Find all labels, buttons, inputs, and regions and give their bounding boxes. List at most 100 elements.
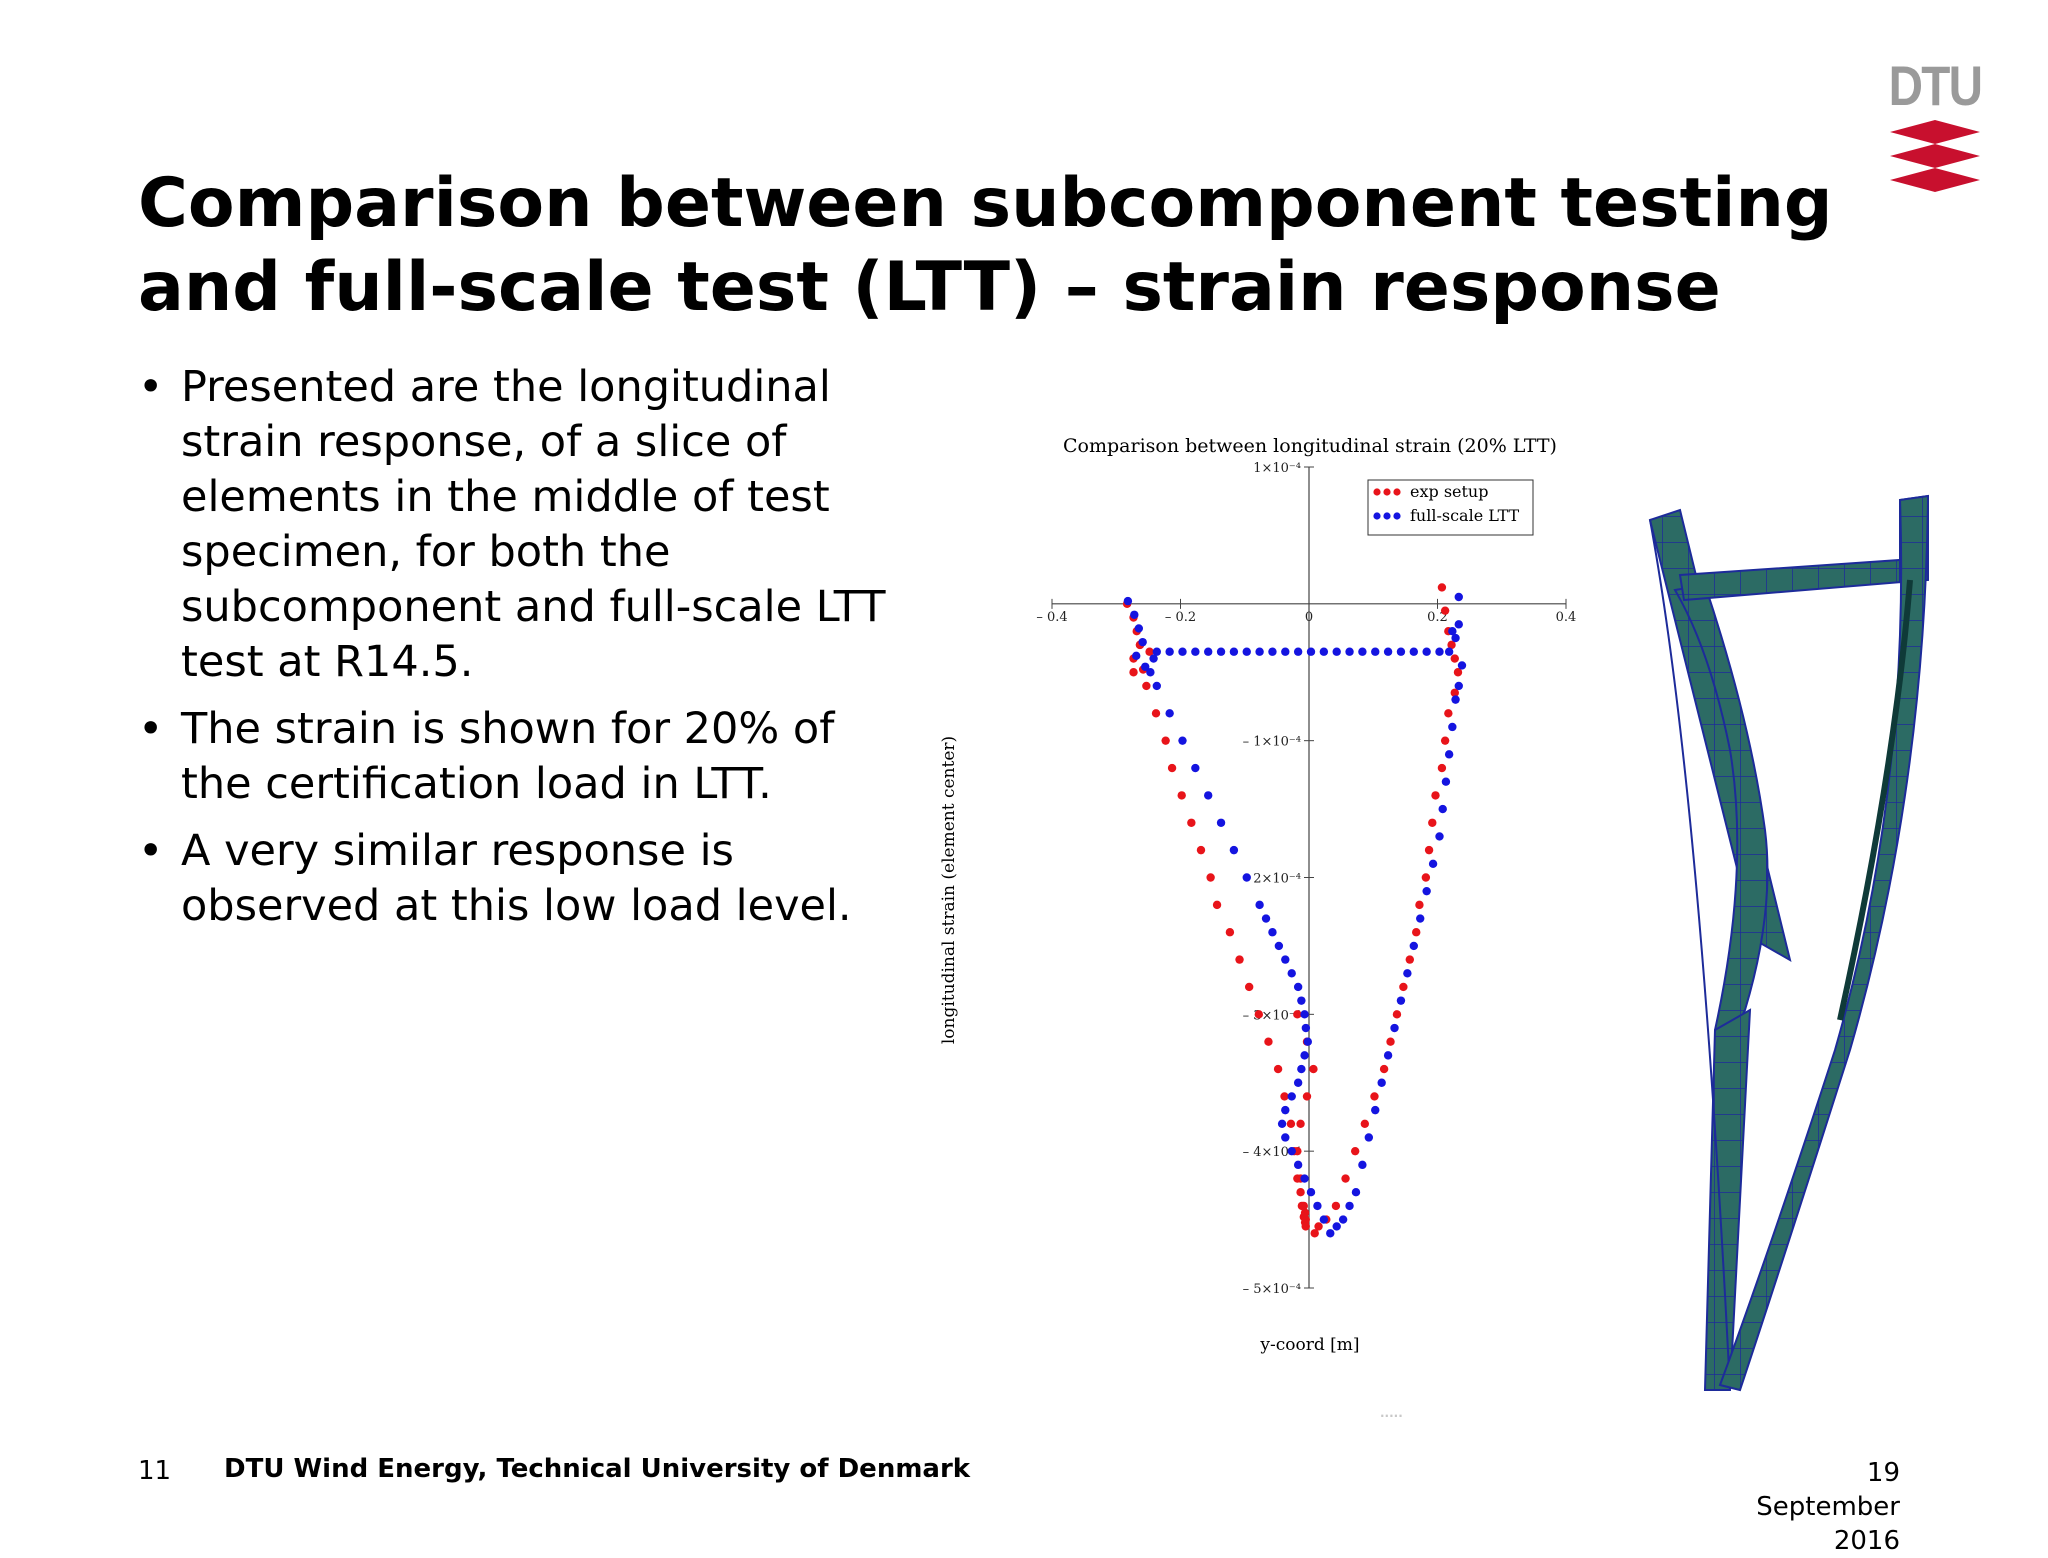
exp-setup-point <box>1405 955 1414 964</box>
full-scale-point <box>1204 791 1213 800</box>
full-scale-point <box>1165 647 1174 656</box>
legend-label: full-scale LTT <box>1410 506 1520 525</box>
full-scale-point <box>1152 681 1161 691</box>
full-scale-point <box>1364 1133 1374 1142</box>
full-scale-point <box>1165 709 1174 718</box>
full-scale-point <box>1358 1160 1367 1170</box>
exp-setup-point <box>1341 1174 1350 1183</box>
full-scale-point <box>1242 873 1251 882</box>
dtu-wave-icon <box>1890 120 1980 192</box>
exp-setup-point <box>1447 640 1456 650</box>
exp-setup-point <box>1299 1212 1308 1222</box>
full-scale-point <box>1371 1105 1380 1115</box>
full-scale-point <box>1149 654 1158 663</box>
exp-setup-point <box>1431 791 1440 800</box>
full-scale-point <box>1345 647 1354 656</box>
slide-title: Comparison between subcomponent testing … <box>138 164 1833 327</box>
exp-setup-point <box>1302 1092 1312 1101</box>
full-scale-point <box>1409 941 1418 951</box>
specimen-model-image <box>1648 494 1930 1392</box>
full-scale-point <box>1287 1146 1296 1156</box>
exp-setup-point <box>1196 845 1206 855</box>
full-scale-point <box>1268 928 1277 937</box>
full-scale-point <box>1287 969 1296 978</box>
exp-setup-point <box>1235 955 1244 964</box>
y-tick-label: – 5×10⁻⁴ <box>1243 1282 1301 1297</box>
full-scale-point <box>1444 750 1454 759</box>
footer-organization: DTU Wind Energy, Technical University of… <box>224 1454 971 1484</box>
y-tick-label: – 4×10⁻⁴ <box>1243 1145 1301 1160</box>
exp-setup-point <box>1187 818 1196 827</box>
full-scale-point <box>1358 647 1367 656</box>
full-scale-point <box>1306 647 1316 656</box>
exp-setup-point <box>1145 647 1154 656</box>
exp-setup-point <box>1297 1201 1307 1211</box>
exp-setup-point <box>1293 1174 1302 1183</box>
full-scale-point <box>1438 804 1447 814</box>
full-scale-point <box>1441 777 1451 786</box>
chart-title: Comparison between longitudinal strain (… <box>1063 435 1557 457</box>
x-tick-label: – 0.4 <box>1036 610 1067 625</box>
software-logo-icon: ····· <box>1380 1409 1403 1423</box>
exp-setup-point <box>1424 845 1434 855</box>
full-scale-point <box>1448 722 1457 732</box>
legend-marker <box>1393 488 1401 496</box>
full-scale-point <box>1141 662 1150 671</box>
exp-setup-point <box>1244 982 1254 992</box>
full-scale-point <box>1281 955 1290 964</box>
y-tick-label: – 1×10⁻⁴ <box>1243 735 1301 750</box>
full-scale-point <box>1371 647 1380 656</box>
full-scale-point <box>1281 1133 1290 1142</box>
full-scale-point <box>1152 647 1161 656</box>
chart-ticks: – 0.4– 0.2 0 0.2 0.41×10⁻⁴– 1×10⁻⁴– 2×10⁻⁴–… <box>1036 461 1576 1297</box>
full-scale-point <box>1319 1215 1329 1224</box>
full-scale-point <box>1444 647 1454 656</box>
svg-text:·····: ····· <box>1380 1409 1403 1423</box>
exp-setup-point <box>1310 1229 1319 1238</box>
full-scale-point <box>1396 647 1406 656</box>
full-scale-point <box>1396 996 1406 1005</box>
full-scale-point <box>1274 941 1284 951</box>
exp-setup-point <box>1142 681 1151 691</box>
exp-setup-point <box>1206 873 1215 882</box>
full-scale-point <box>1332 647 1341 656</box>
x-tick-label: – 0.2 <box>1165 610 1196 625</box>
exp-setup-point <box>1379 1064 1389 1074</box>
full-scale-point <box>1383 1051 1393 1060</box>
exp-setup-point <box>1428 818 1437 827</box>
full-scale-point <box>1178 647 1187 656</box>
exp-setup-point <box>1392 1010 1402 1019</box>
legend-marker <box>1393 512 1401 520</box>
exp-setup-point <box>1296 1188 1305 1197</box>
full-scale-point <box>1457 661 1467 670</box>
exp-setup-point <box>1350 1146 1360 1156</box>
full-scale-point <box>1383 647 1393 656</box>
legend-marker <box>1383 512 1391 520</box>
full-scale-point <box>1300 1010 1309 1019</box>
exp-setup-point <box>1129 668 1138 677</box>
exp-setup-point <box>1167 763 1177 773</box>
full-scale-point <box>1191 647 1200 656</box>
exp-setup-point <box>1421 873 1431 882</box>
full-scale-point <box>1435 647 1444 656</box>
full-scale-point <box>1390 1023 1399 1033</box>
exp-setup-point <box>1286 1119 1296 1128</box>
full-scale-point <box>1300 1051 1309 1060</box>
exp-setup-point <box>1177 791 1186 800</box>
exp-setup-point <box>1370 1092 1379 1101</box>
full-scale-point <box>1191 763 1200 773</box>
exp-setup-point <box>1264 1037 1273 1046</box>
full-scale-point <box>1281 647 1290 656</box>
legend-marker <box>1383 488 1391 496</box>
full-scale-point <box>1448 627 1457 636</box>
full-scale-point <box>1454 620 1463 629</box>
full-scale-point <box>1351 1188 1361 1197</box>
full-scale-point <box>1345 1201 1354 1211</box>
full-scale-point <box>1293 1078 1303 1087</box>
full-scale-point <box>1255 647 1264 656</box>
bullet-list: Presented are the longitudinal strain re… <box>138 360 898 946</box>
exp-setup-point <box>1415 900 1424 910</box>
exp-setup-point <box>1254 1010 1264 1019</box>
full-scale-point <box>1332 1222 1341 1231</box>
full-scale-point <box>1451 633 1460 643</box>
